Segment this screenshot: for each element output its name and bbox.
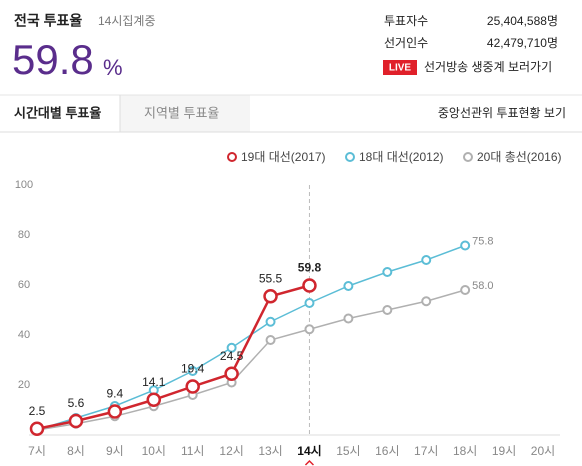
x-tick-label: 12시 [219, 444, 243, 458]
point [265, 335, 276, 345]
point [421, 255, 432, 265]
live-badge: LIVE [389, 63, 412, 74]
y-tick-label: 20 [18, 379, 30, 391]
point [146, 392, 162, 407]
chart: 19대 대선(2017) 18대 대선(2012) 20대 총선(2016) 20 40… [15, 150, 562, 466]
value-label: 9.4 [107, 387, 124, 401]
point [304, 298, 315, 308]
point [343, 281, 354, 291]
value-label: 58.0 [472, 280, 493, 292]
x-tick-label: 20시 [531, 444, 555, 458]
point [187, 366, 198, 376]
point [224, 366, 239, 381]
point [29, 421, 45, 436]
point [263, 289, 278, 304]
value-label: 75.8 [472, 235, 493, 247]
series-line [36, 289, 466, 431]
x-tick-label: 7시 [28, 444, 46, 458]
point [226, 342, 237, 353]
x-tick-label: 15시 [336, 444, 360, 458]
point [265, 316, 276, 327]
x-tick-label: 10시 [142, 444, 166, 458]
highlight-caret [304, 459, 314, 466]
x-tick-label: 16시 [375, 444, 399, 458]
value-label: 2.5 [29, 404, 46, 418]
x-tick-label: 14시 [297, 444, 321, 458]
status: 14시집계중 [98, 14, 156, 28]
x-tick-label: 18시 [453, 444, 477, 458]
turnout: 59.8 [12, 36, 94, 83]
tab-bg [120, 95, 250, 132]
y-tick-label: 40 [18, 329, 30, 341]
point [343, 313, 354, 324]
point [107, 404, 123, 419]
point [382, 305, 393, 315]
legend-marker [463, 152, 473, 162]
tab-link[interactable]: 중앙선관위 투표현황 보기 [438, 106, 566, 120]
x-tick-label: 9시 [106, 444, 124, 458]
point [68, 413, 84, 429]
live-link[interactable]: 선거방송 생중계 보러가기 [424, 60, 552, 74]
legend-marker [345, 152, 355, 162]
value-label: 5.6 [68, 396, 85, 410]
x-tick-label: 19시 [492, 444, 516, 458]
value-label: 19.4 [181, 362, 205, 376]
stat-value: 25,404,588명 [487, 14, 558, 28]
tab[interactable]: 시간대별 투표율 [14, 105, 101, 120]
point [185, 379, 200, 394]
point [421, 296, 432, 307]
live-badge-bg [383, 60, 417, 75]
stat-label: 선거인수 [384, 36, 428, 50]
value-label: 24.5 [220, 349, 244, 363]
tab[interactable]: 지역별 투표율 [144, 105, 219, 120]
value-label: 14.1 [142, 375, 166, 389]
point [382, 267, 393, 277]
stat-value: 42,479,710명 [487, 36, 558, 50]
point [460, 285, 471, 295]
point [302, 278, 317, 293]
value-label: 59.8 [298, 261, 322, 275]
point [460, 240, 471, 251]
x-tick-label: 17시 [414, 444, 438, 458]
legend-label: 18대 대선(2012) [359, 150, 444, 164]
y-tick-label: 80 [18, 229, 30, 241]
x-tick-label: 13시 [258, 444, 282, 458]
y-tick-label: 100 [15, 179, 33, 191]
legend-marker [227, 152, 237, 162]
legend-label: 19대 대선(2017) [241, 150, 326, 164]
legend-label: 20대 총선(2016) [477, 150, 562, 164]
stat-label: 투표자수 [384, 14, 428, 28]
point [304, 324, 315, 335]
tab-bar [0, 95, 582, 132]
value-label: 55.5 [259, 271, 283, 285]
y-tick-label: 60 [18, 279, 30, 291]
title: 전국 투표율 [14, 13, 82, 29]
x-tick-label: 8시 [67, 444, 85, 458]
turnout-unit: % [103, 55, 123, 80]
x-tick-label: 11시 [181, 444, 205, 458]
